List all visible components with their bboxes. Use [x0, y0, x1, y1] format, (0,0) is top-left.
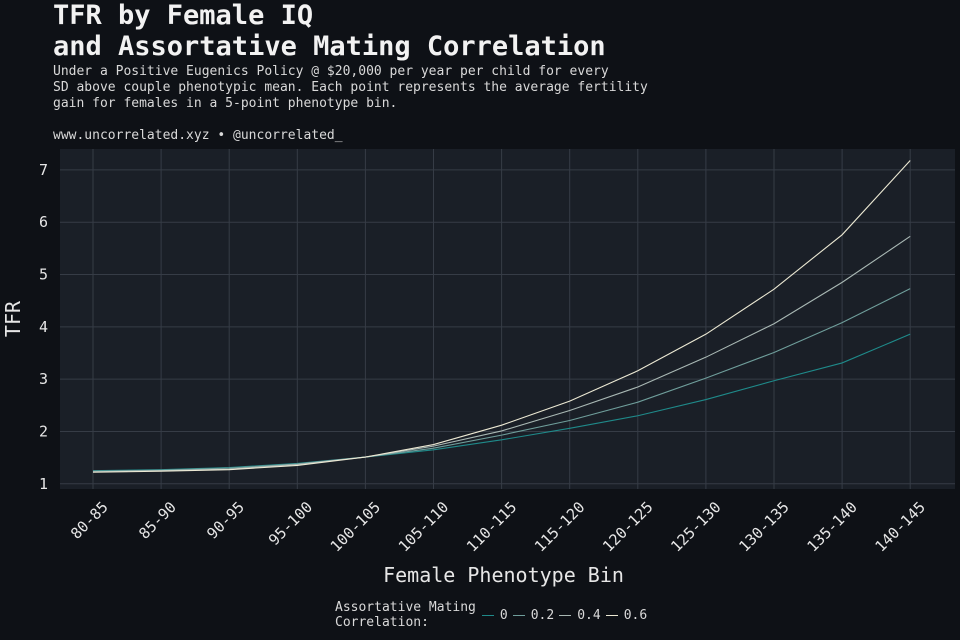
x-tick-label: 115-120 — [531, 498, 588, 555]
y-tick-label: 2 — [39, 422, 48, 440]
x-tick-label: 100-105 — [327, 498, 384, 555]
legend-key — [481, 614, 494, 616]
y-tick-label: 6 — [39, 213, 48, 231]
legend-key — [559, 614, 572, 616]
series-line-0-6 — [92, 160, 911, 473]
y-axis-title: TFR — [1, 300, 25, 337]
legend-item: 0 — [481, 607, 508, 623]
y-tick-label: 7 — [39, 161, 48, 179]
legend: Assortative Mating Correlation: 0 0.2 0.4 0… — [335, 600, 652, 630]
x-tick-label: 105-110 — [395, 498, 452, 555]
legend-label: 0 — [499, 607, 508, 623]
legend-label: 0.4 — [577, 607, 601, 623]
x-tick-label: 80-85 — [67, 498, 112, 543]
chart-subtitle: Under a Positive Eugenics Policy @ $20,0… — [53, 64, 648, 111]
x-tick-label: 120-125 — [599, 498, 656, 555]
chart-title: TFR by Female IQ and Assortative Mating … — [53, 0, 606, 62]
x-tick-label: 110-115 — [463, 498, 520, 555]
x-tick-label: 85-90 — [135, 498, 180, 543]
legend-item: 0.6 — [605, 607, 648, 623]
x-tick-label: 90-95 — [203, 498, 248, 543]
x-tick-label: 135-140 — [803, 498, 860, 555]
x-tick-label: 95-100 — [265, 498, 316, 549]
legend-label: 0.6 — [623, 607, 648, 623]
y-tick-label: 4 — [39, 318, 48, 336]
legend-key — [605, 614, 618, 616]
y-tick-label: 3 — [39, 370, 48, 388]
y-tick-label: 1 — [39, 475, 48, 493]
legend-label: 0.2 — [530, 607, 555, 623]
x-tick-label: 125-130 — [667, 498, 724, 555]
legend-key — [512, 614, 525, 616]
legend-title: Assortative Mating Correlation: — [335, 600, 476, 630]
y-tick-label: 5 — [39, 266, 48, 284]
x-axis-title: Female Phenotype Bin — [383, 563, 624, 587]
plot-background — [60, 149, 955, 489]
chart-caption: www.uncorrelated.xyz • @uncorrelated_ — [53, 128, 343, 143]
x-tick-label: 130-135 — [735, 498, 792, 555]
series-line-0-2 — [92, 288, 911, 472]
legend-item: 0.2 — [512, 607, 555, 623]
legend-items: 0 0.2 0.4 0.6 — [481, 607, 652, 623]
legend-item: 0.4 — [559, 607, 601, 623]
x-tick-label: 140-145 — [872, 498, 929, 555]
